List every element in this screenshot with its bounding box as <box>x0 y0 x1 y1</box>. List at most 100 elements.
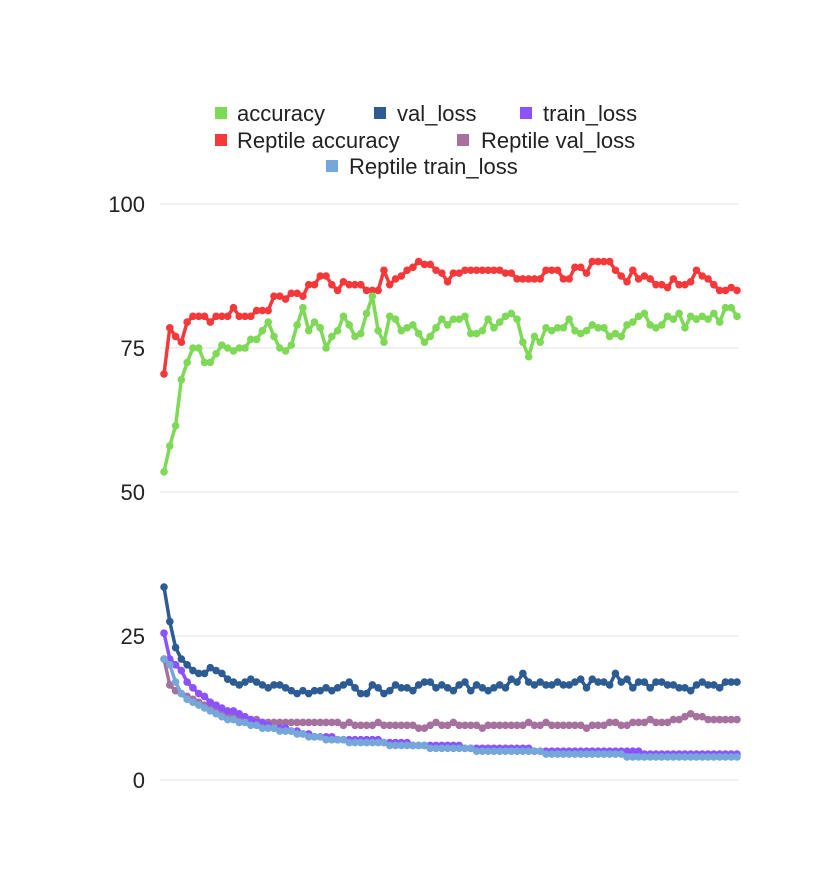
data-point-val-loss <box>247 675 255 683</box>
data-point-val-loss <box>281 684 290 692</box>
data-point-reptile-val-loss <box>704 715 712 724</box>
series-lines <box>160 257 741 761</box>
data-point-accuracy <box>571 326 579 335</box>
data-point-accuracy <box>194 344 203 352</box>
data-point-reptile-val-loss <box>322 718 330 727</box>
data-point-val-loss <box>409 686 417 695</box>
data-point-val-loss <box>501 684 510 692</box>
data-point-accuracy <box>657 321 666 329</box>
data-point-reptile-val-loss <box>281 718 290 727</box>
data-point-val-loss <box>507 675 516 683</box>
data-point-reptile-train-loss <box>160 655 168 663</box>
data-point-accuracy <box>605 332 614 341</box>
data-point-reptile-accuracy <box>565 275 573 283</box>
data-point-accuracy <box>559 324 568 332</box>
data-point-reptile-accuracy <box>206 318 215 326</box>
data-point-reptile-accuracy <box>385 280 394 289</box>
data-point-reptile-train-loss <box>605 750 614 758</box>
data-point-accuracy <box>385 312 394 321</box>
data-point-reptile-accuracy <box>165 324 174 332</box>
data-point-reptile-accuracy <box>438 269 446 277</box>
data-point-reptile-accuracy <box>490 266 498 275</box>
data-point-reptile-train-loss <box>206 707 215 715</box>
data-point-accuracy <box>328 332 336 341</box>
data-point-reptile-accuracy <box>304 280 313 289</box>
data-point-reptile-val-loss <box>576 721 585 730</box>
data-point-reptile-train-loss <box>403 741 411 750</box>
data-point-reptile-accuracy <box>258 306 267 315</box>
data-point-accuracy <box>414 329 423 338</box>
data-point-reptile-val-loss <box>472 721 481 730</box>
data-point-reptile-train-loss <box>698 753 707 761</box>
y-axis-ticks: 0 25 50 75 100 <box>108 192 145 793</box>
y-tick-label-0: 0 <box>133 768 145 793</box>
series-reptile-accuracy <box>160 257 741 378</box>
data-point-accuracy <box>241 344 249 352</box>
data-point-reptile-train-loss <box>472 747 481 755</box>
data-point-val-loss <box>229 678 238 686</box>
data-point-accuracy <box>611 329 620 338</box>
data-point-reptile-accuracy <box>275 292 284 300</box>
data-point-reptile-train-loss <box>553 750 562 758</box>
data-point-reptile-accuracy <box>594 257 602 266</box>
data-point-accuracy <box>646 321 654 329</box>
data-point-reptile-accuracy <box>600 257 608 266</box>
data-point-reptile-val-loss <box>507 721 516 730</box>
data-point-reptile-train-loss <box>281 727 290 735</box>
data-point-accuracy <box>675 309 683 318</box>
data-point-accuracy <box>495 318 504 326</box>
data-point-reptile-accuracy <box>692 266 701 275</box>
data-point-val-loss <box>519 669 527 678</box>
data-point-reptile-train-loss <box>304 733 313 741</box>
data-point-reptile-accuracy <box>623 277 631 286</box>
legend-item-reptile-train-loss: Reptile train_loss <box>326 154 518 179</box>
data-point-reptile-train-loss <box>328 735 336 744</box>
data-point-reptile-train-loss <box>420 741 429 750</box>
data-point-reptile-train-loss <box>582 750 591 758</box>
data-point-val-loss <box>675 684 683 692</box>
data-point-reptile-train-loss <box>623 753 631 761</box>
data-point-val-loss <box>316 686 325 695</box>
data-point-train-loss <box>171 661 180 669</box>
data-point-accuracy <box>466 329 475 338</box>
data-point-reptile-val-loss <box>287 718 296 727</box>
data-point-reptile-val-loss <box>524 718 533 727</box>
data-point-reptile-val-loss <box>513 721 521 730</box>
data-point-accuracy <box>733 312 741 321</box>
data-point-reptile-train-loss <box>669 753 678 761</box>
data-point-reptile-val-loss <box>594 721 602 730</box>
data-point-reptile-train-loss <box>484 747 492 755</box>
data-point-accuracy <box>536 338 545 347</box>
data-point-reptile-accuracy <box>287 289 296 298</box>
data-point-reptile-accuracy <box>536 275 545 283</box>
data-point-reptile-train-loss <box>432 744 440 753</box>
legend-item-reptile-val-loss: Reptile val_loss <box>457 128 635 153</box>
data-point-reptile-train-loss <box>733 753 741 761</box>
data-point-reptile-val-loss <box>455 721 463 730</box>
data-point-accuracy <box>380 338 388 347</box>
data-point-accuracy <box>270 332 278 341</box>
data-point-val-loss <box>686 686 695 695</box>
data-point-reptile-train-loss <box>397 741 406 750</box>
data-point-val-loss <box>414 681 423 689</box>
data-point-reptile-val-loss <box>484 721 492 730</box>
data-point-reptile-val-loss <box>414 724 423 732</box>
data-point-val-loss <box>322 684 330 692</box>
data-point-reptile-accuracy <box>582 269 591 277</box>
data-point-accuracy <box>171 421 180 430</box>
data-point-reptile-train-loss <box>212 709 220 718</box>
data-point-accuracy <box>704 315 712 324</box>
data-point-reptile-train-loss <box>438 744 446 753</box>
data-point-reptile-accuracy <box>542 266 550 275</box>
data-point-reptile-val-loss <box>351 721 359 730</box>
data-point-train-loss <box>200 692 209 701</box>
data-point-reptile-accuracy <box>252 306 261 315</box>
data-point-reptile-val-loss <box>270 718 278 727</box>
data-point-reptile-train-loss <box>692 753 701 761</box>
data-point-reptile-val-loss <box>547 721 556 730</box>
data-point-accuracy <box>333 326 342 335</box>
data-point-val-loss <box>634 678 643 686</box>
data-point-reptile-train-loss <box>519 747 527 755</box>
data-point-reptile-accuracy <box>553 266 562 275</box>
